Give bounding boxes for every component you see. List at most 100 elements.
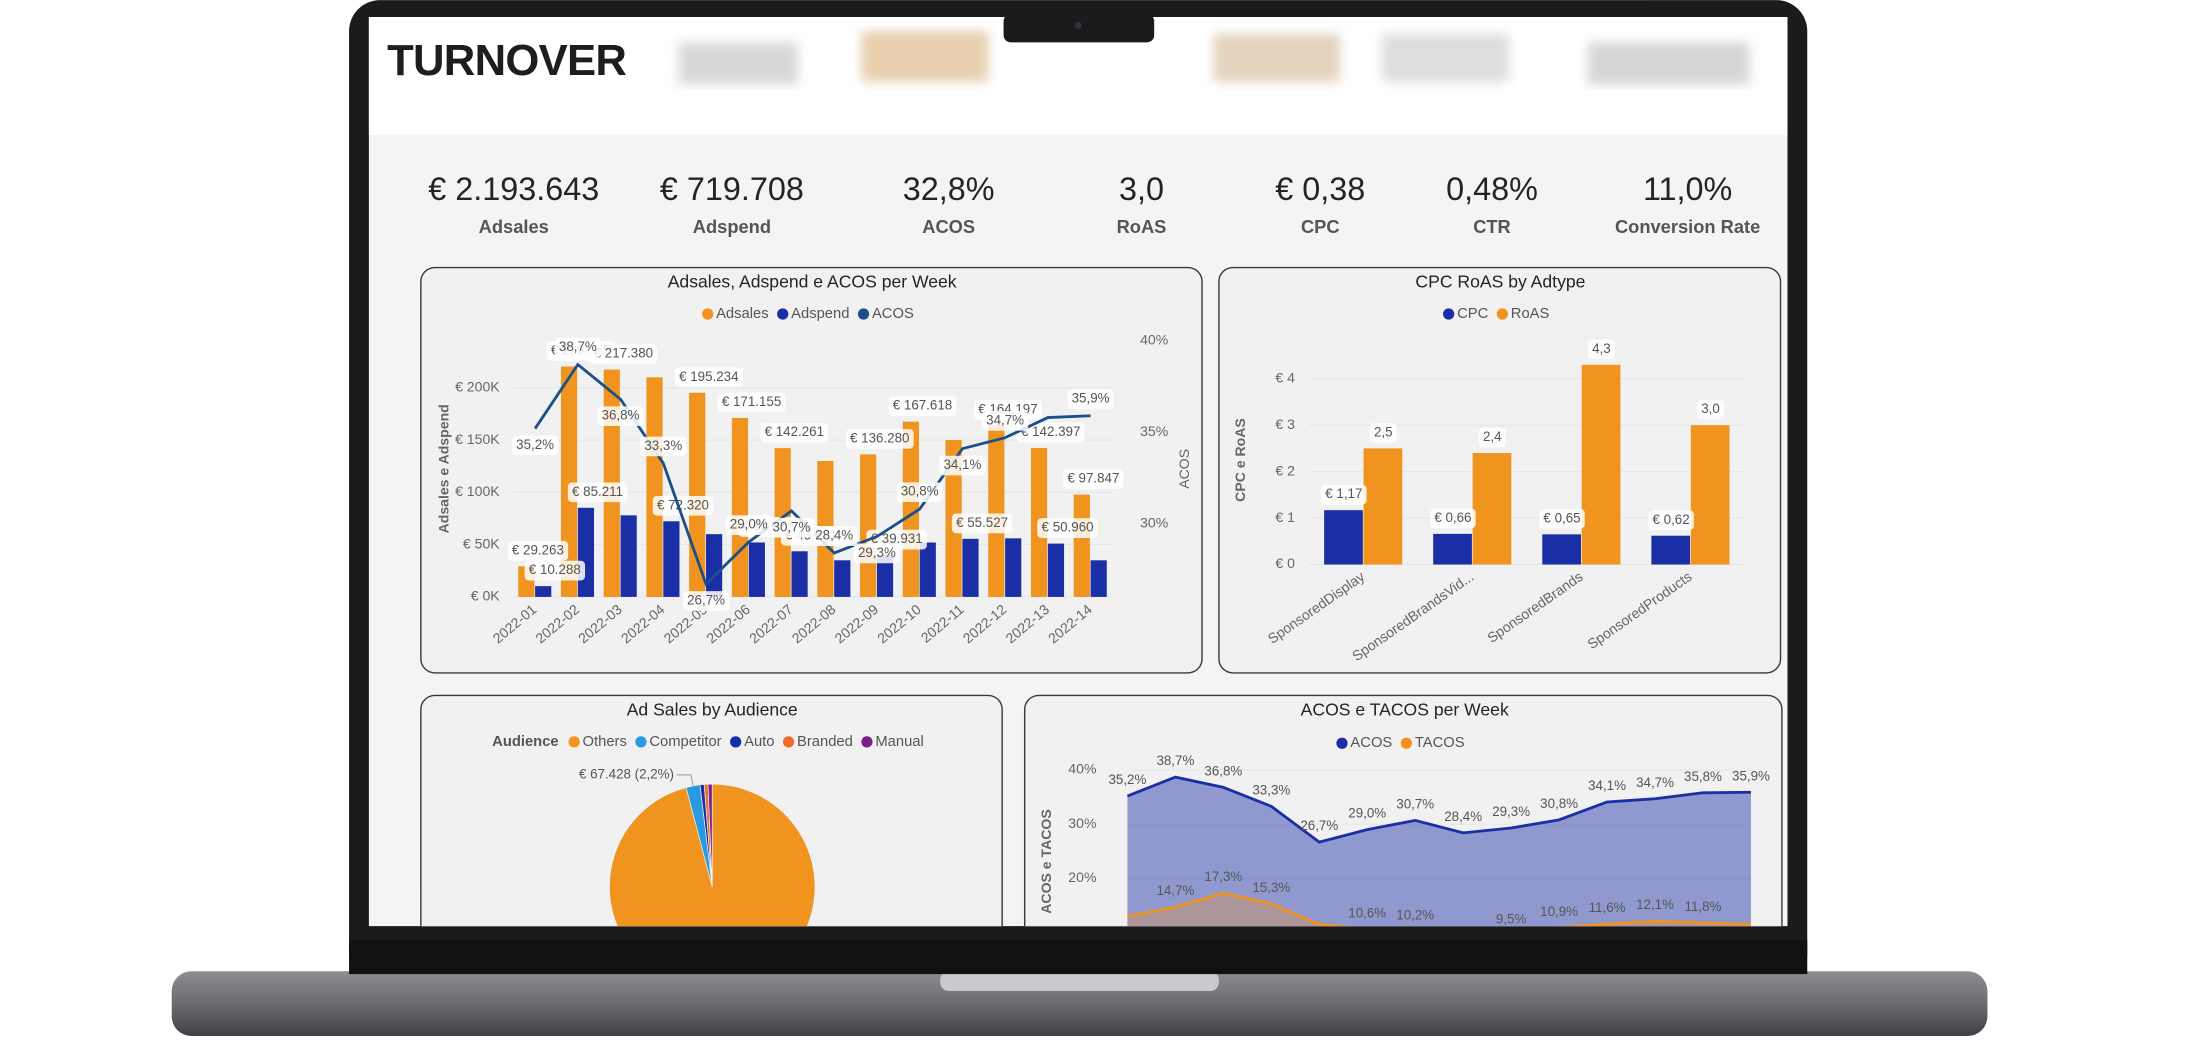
bar — [988, 425, 1005, 597]
legend-label: Others — [583, 734, 627, 750]
data-label: 30,8% — [1540, 796, 1578, 811]
data-label: 11,6% — [1589, 900, 1626, 915]
label-box — [845, 429, 914, 449]
data-label: 17,3% — [1204, 869, 1242, 884]
kpi-label: RoAS — [1117, 216, 1167, 237]
data-label: 10,9% — [1540, 904, 1578, 919]
bar — [834, 560, 851, 597]
legend: Adsales Adspend ACOS — [702, 306, 914, 322]
y-axis-title: ACOS e TACOS — [1038, 809, 1054, 913]
y-tick-label: € 150K — [455, 431, 500, 447]
bar — [1324, 510, 1363, 565]
area-fill — [1127, 777, 1751, 927]
label-box — [853, 543, 901, 564]
chart-title: Adsales, Adspend e ACOS per Week — [668, 272, 957, 292]
y-tick-label: € 50K — [463, 535, 500, 551]
bar — [535, 586, 552, 597]
legend-marker — [782, 736, 795, 748]
kpi-value: € 719.708 — [660, 171, 804, 207]
data-label: 30,7% — [773, 519, 811, 534]
data-label: 35,2% — [516, 437, 554, 452]
legend-marker — [777, 308, 789, 320]
y-tick-label: € 4 — [1275, 369, 1295, 385]
leader-line — [676, 774, 694, 786]
bar — [860, 454, 877, 597]
data-label: 12,1% — [1636, 897, 1674, 912]
data-label: 28,4% — [1444, 809, 1482, 824]
legend-label: Branded — [797, 734, 853, 750]
data-label: € 217.380 — [594, 346, 653, 361]
label-box — [888, 396, 957, 417]
data-label: € 10.288 — [529, 562, 581, 577]
bar — [902, 421, 919, 597]
label-box — [896, 482, 943, 503]
label-box — [1648, 510, 1694, 531]
bar — [1690, 425, 1730, 565]
kpi-value: 32,8% — [903, 171, 995, 207]
area-line — [1126, 775, 1751, 844]
kpi-label: Adsales — [479, 216, 549, 237]
data-label: 34,7% — [986, 412, 1024, 427]
data-label: € 167.618 — [893, 398, 952, 413]
label-box — [768, 517, 815, 538]
data-label: 35,9% — [1072, 390, 1110, 405]
data-label: € 142.397 — [1021, 424, 1080, 439]
data-label: 29,0% — [730, 517, 768, 532]
data-label: 34,7% — [1636, 775, 1674, 790]
bar — [876, 555, 894, 597]
label-box — [652, 495, 714, 516]
data-label: 2,5 — [1374, 424, 1393, 439]
data-label: 29,3% — [858, 545, 896, 560]
y-tick-label: € 0 — [1275, 555, 1295, 571]
data-label: 30,8% — [901, 484, 939, 499]
panel — [1023, 694, 1783, 927]
label-box — [554, 337, 602, 358]
legend-label: Auto — [744, 734, 774, 750]
y-tick-label: € 100K — [455, 483, 500, 499]
bar — [560, 366, 578, 597]
label-box — [511, 435, 559, 456]
y-tick-label: € 2 — [1275, 462, 1295, 478]
data-label: 4,3 — [1592, 341, 1611, 356]
data-label: € 0,66 — [1434, 510, 1471, 525]
legend-marker — [635, 736, 647, 748]
legend: ACOS TACOS — [1336, 735, 1465, 751]
legend-title: Audience — [492, 734, 558, 750]
label-box — [1430, 508, 1476, 529]
data-label: 11,8% — [1685, 899, 1722, 914]
label-box — [1587, 339, 1615, 360]
bar — [1005, 538, 1022, 597]
legend-marker — [857, 308, 870, 320]
kpi-value: 11,0% — [1643, 171, 1732, 207]
area-fill — [1127, 893, 1751, 927]
label-box — [589, 344, 658, 364]
y-tick-label: 20% — [1068, 869, 1096, 885]
data-label: € 39.931 — [871, 531, 923, 546]
bar — [791, 551, 808, 597]
bar — [663, 521, 680, 597]
data-label: 30,7% — [1396, 796, 1434, 811]
data-label: € 85.211 — [572, 484, 623, 499]
data-label: € 67.428 (2,2%) — [579, 766, 674, 781]
screen-bottom — [349, 940, 1808, 975]
data-label: 35,9% — [1732, 768, 1770, 783]
kpi-label: Conversion Rate — [1615, 216, 1760, 237]
data-label: 33,3% — [644, 438, 682, 453]
pie-slice — [707, 783, 713, 887]
legend-marker — [1336, 737, 1348, 749]
label-box — [682, 591, 730, 611]
logo: TURNOVER — [387, 37, 626, 85]
legend-marker — [702, 308, 714, 320]
y-tick-label: 35% — [1140, 423, 1168, 439]
bar — [1581, 364, 1621, 565]
data-label: 14,7% — [1156, 883, 1194, 898]
kpi-label: CTR — [1473, 216, 1511, 237]
bar — [1472, 453, 1512, 565]
y-tick-label: € 200K — [455, 378, 500, 394]
data-label: 9,5% — [1496, 911, 1527, 926]
y-tick-label: 30% — [1140, 514, 1168, 530]
y-axis-title: Adsales e Adspend — [435, 404, 451, 533]
bar — [731, 417, 749, 597]
data-label: € 50.960 — [1042, 520, 1094, 535]
data-label: 34,1% — [1588, 778, 1626, 793]
